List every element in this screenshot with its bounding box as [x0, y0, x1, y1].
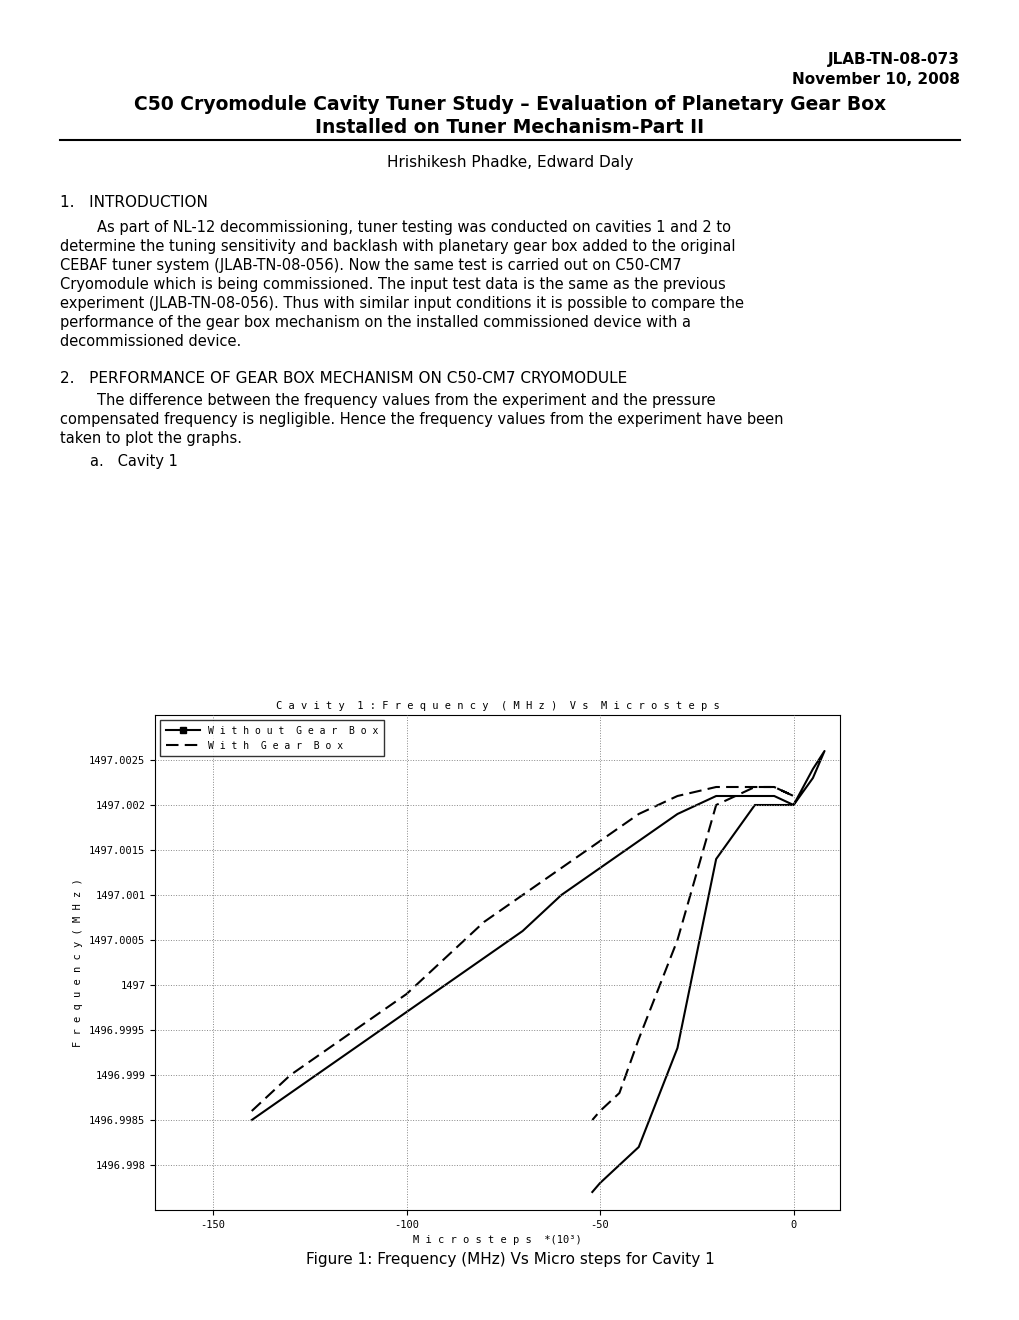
W i t h o u t  G e a r  B o x	[748, 797, 760, 813]
W i t h  G e a r  B o x	[767, 779, 780, 795]
W i t h o u t  G e a r  B o x	[767, 788, 780, 804]
W i t h o u t  G e a r  B o x	[632, 833, 644, 849]
W i t h o u t  G e a r  B o x	[767, 797, 780, 813]
Line: W i t h o u t  G e a r  B o x: W i t h o u t G e a r B o x	[252, 751, 823, 1192]
W i t h o u t  G e a r  B o x	[817, 743, 829, 759]
W i t h o u t  G e a r  B o x	[284, 1085, 297, 1101]
W i t h o u t  G e a r  B o x	[671, 807, 683, 822]
Text: determine the tuning sensitivity and backlash with planetary gear box added to t: determine the tuning sensitivity and bac…	[60, 239, 735, 253]
Text: Hrishikesh Phadke, Edward Daly: Hrishikesh Phadke, Edward Daly	[386, 154, 633, 170]
W i t h  G e a r  B o x	[671, 788, 683, 804]
W i t h  G e a r  B o x	[323, 1040, 335, 1056]
Text: November 10, 2008: November 10, 2008	[791, 73, 959, 87]
W i t h o u t  G e a r  B o x	[586, 1184, 598, 1200]
Text: Cryomodule which is being commissioned. The input test data is the same as the p: Cryomodule which is being commissioned. …	[60, 277, 726, 292]
Text: 2.   PERFORMANCE OF GEAR BOX MECHANISM ON C50-CM7 CRYOMODULE: 2. PERFORMANCE OF GEAR BOX MECHANISM ON …	[60, 371, 627, 385]
Text: C50 Cryomodule Cavity Tuner Study – Evaluation of Planetary Gear Box: C50 Cryomodule Cavity Tuner Study – Eval…	[133, 95, 886, 114]
W i t h o u t  G e a r  B o x	[748, 788, 760, 804]
Text: JLAB-TN-08-073: JLAB-TN-08-073	[827, 51, 959, 67]
W i t h  G e a r  B o x	[400, 986, 413, 1002]
W i t h  G e a r  B o x	[671, 932, 683, 948]
W i t h o u t  G e a r  B o x	[709, 788, 721, 804]
W i t h  G e a r  B o x	[709, 797, 721, 813]
W i t h o u t  G e a r  B o x	[400, 1005, 413, 1020]
W i t h o u t  G e a r  B o x	[787, 797, 799, 813]
W i t h  G e a r  B o x	[284, 1067, 297, 1082]
Text: CEBAF tuner system (JLAB-TN-08-056). Now the same test is carried out on C50-CM7: CEBAF tuner system (JLAB-TN-08-056). Now…	[60, 257, 681, 273]
W i t h  G e a r  B o x	[246, 1104, 258, 1119]
W i t h  G e a r  B o x	[362, 1012, 374, 1028]
X-axis label: M i c r o s t e p s  *(10³): M i c r o s t e p s *(10³)	[413, 1236, 581, 1245]
W i t h o u t  G e a r  B o x	[593, 1175, 605, 1191]
W i t h o u t  G e a r  B o x	[806, 770, 818, 785]
W i t h o u t  G e a r  B o x	[323, 1059, 335, 1074]
W i t h  G e a r  B o x	[612, 1085, 625, 1101]
W i t h o u t  G e a r  B o x	[671, 1040, 683, 1056]
W i t h o u t  G e a r  B o x	[593, 861, 605, 876]
Title: C a v i t y  1 : F r e q u e n c y  ( M H z )  V s  M i c r o s t e p s: C a v i t y 1 : F r e q u e n c y ( M H …	[275, 701, 718, 711]
W i t h  G e a r  B o x	[632, 1031, 644, 1047]
W i t h o u t  G e a r  B o x	[477, 950, 489, 966]
W i t h o u t  G e a r  B o x	[246, 1111, 258, 1127]
Text: decommissioned device.: decommissioned device.	[60, 334, 242, 348]
W i t h o u t  G e a r  B o x	[787, 797, 799, 813]
W i t h  G e a r  B o x	[593, 833, 605, 849]
W i t h  G e a r  B o x	[593, 1104, 605, 1119]
Legend: W i t h o u t  G e a r  B o x, W i t h  G e a r  B o x: W i t h o u t G e a r B o x, W i t h G e…	[160, 719, 383, 756]
Text: a.   Cavity 1: a. Cavity 1	[90, 454, 177, 469]
W i t h o u t  G e a r  B o x	[806, 762, 818, 777]
W i t h  G e a r  B o x	[709, 779, 721, 795]
W i t h o u t  G e a r  B o x	[554, 887, 567, 903]
W i t h  G e a r  B o x	[787, 788, 799, 804]
W i t h  G e a r  B o x	[554, 861, 567, 876]
W i t h o u t  G e a r  B o x	[439, 977, 451, 993]
W i t h  G e a r  B o x	[439, 950, 451, 966]
W i t h  G e a r  B o x	[748, 779, 760, 795]
Text: As part of NL-12 decommissioning, tuner testing was conducted on cavities 1 and : As part of NL-12 decommissioning, tuner …	[60, 220, 731, 235]
W i t h  G e a r  B o x	[632, 807, 644, 822]
Text: compensated frequency is negligible. Hence the frequency values from the experim: compensated frequency is negligible. Hen…	[60, 412, 783, 426]
Text: performance of the gear box mechanism on the installed commissioned device with : performance of the gear box mechanism on…	[60, 315, 690, 330]
W i t h o u t  G e a r  B o x	[709, 851, 721, 867]
Text: taken to plot the graphs.: taken to plot the graphs.	[60, 432, 242, 446]
W i t h o u t  G e a r  B o x	[362, 1031, 374, 1047]
Y-axis label: F r e q u e n c y ( M H z ): F r e q u e n c y ( M H z )	[73, 878, 84, 1047]
W i t h  G e a r  B o x	[477, 913, 489, 929]
W i t h o u t  G e a r  B o x	[516, 923, 528, 939]
W i t h  G e a r  B o x	[586, 1111, 598, 1127]
W i t h o u t  G e a r  B o x	[632, 1139, 644, 1155]
W i t h o u t  G e a r  B o x	[817, 743, 829, 759]
W i t h  G e a r  B o x	[516, 887, 528, 903]
W i t h  G e a r  B o x	[787, 788, 799, 804]
Text: Figure 1: Frequency (MHz) Vs Micro steps for Cavity 1: Figure 1: Frequency (MHz) Vs Micro steps…	[306, 1251, 713, 1267]
Text: 1.   INTRODUCTION: 1. INTRODUCTION	[60, 195, 208, 210]
W i t h  G e a r  B o x	[767, 779, 780, 795]
W i t h  G e a r  B o x	[748, 779, 760, 795]
Text: The difference between the frequency values from the experiment and the pressure: The difference between the frequency val…	[60, 393, 715, 408]
Text: Installed on Tuner Mechanism-Part II: Installed on Tuner Mechanism-Part II	[315, 117, 704, 137]
Text: experiment (JLAB-TN-08-056). Thus with similar input conditions it is possible t: experiment (JLAB-TN-08-056). Thus with s…	[60, 296, 743, 312]
Line: W i t h  G e a r  B o x: W i t h G e a r B o x	[252, 787, 793, 1119]
